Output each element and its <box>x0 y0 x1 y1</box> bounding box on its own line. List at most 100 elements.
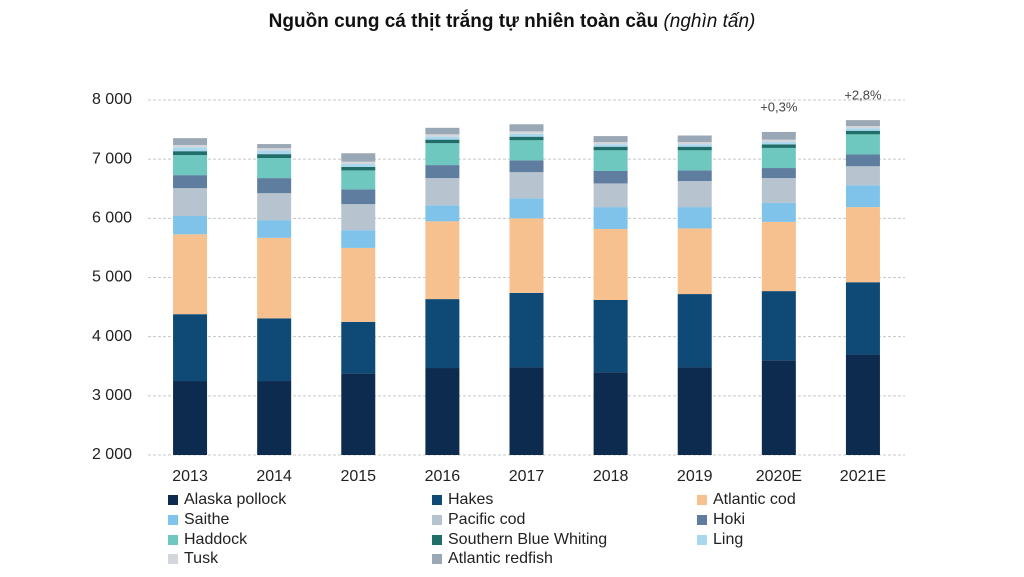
legend-swatch <box>432 495 442 505</box>
bar-segment <box>761 360 796 455</box>
bar-segment <box>257 381 292 455</box>
legend-label: Hakes <box>448 491 493 508</box>
bar-segment <box>341 189 376 205</box>
bar-segment <box>677 367 712 455</box>
bar-segment <box>425 139 460 144</box>
bar-segment <box>761 142 796 145</box>
bar-segment <box>173 381 208 455</box>
y-tick-label: 5 000 <box>92 269 132 286</box>
bar-segment <box>257 157 292 179</box>
bar-segment <box>341 247 376 322</box>
bar-segment <box>425 143 460 166</box>
bar-segment <box>173 147 208 152</box>
bar-segment <box>257 178 292 194</box>
x-tick-label: 2019 <box>677 468 713 485</box>
bar-segment <box>173 314 208 382</box>
bar-segment <box>341 166 376 171</box>
bar-segment <box>761 131 796 140</box>
bar-segment <box>677 181 712 208</box>
bar-segment <box>257 148 292 151</box>
legend-swatch <box>697 515 707 525</box>
bar-segment <box>341 373 376 455</box>
x-tick-label: 2016 <box>425 468 461 485</box>
bar-segment <box>509 133 544 137</box>
bar-segment <box>845 126 880 129</box>
x-tick-label: 2017 <box>509 468 545 485</box>
bar-segment <box>509 131 544 134</box>
legend-swatch <box>432 515 442 525</box>
bar-segment <box>425 178 460 206</box>
legend-swatch <box>432 535 442 545</box>
bar-segment <box>593 372 628 455</box>
bar-segment <box>257 150 292 155</box>
bar-segment <box>761 202 796 222</box>
legend-label: Haddock <box>184 531 248 548</box>
bar-segment <box>677 146 712 151</box>
x-tick-label: 2020E <box>756 468 802 485</box>
bar-segment <box>677 150 712 171</box>
bar-segment <box>509 160 544 173</box>
y-tick-label: 8 000 <box>92 91 132 108</box>
bar-segment <box>509 140 544 161</box>
bar-segment <box>257 144 292 149</box>
bar-segment <box>677 170 712 182</box>
x-tick-label: 2013 <box>172 468 208 485</box>
bar-segment <box>341 230 376 248</box>
legend-label: Hoki <box>713 511 745 528</box>
bar-segment <box>257 193 292 221</box>
y-tick-label: 3 000 <box>92 387 132 404</box>
bar-segment <box>845 120 880 127</box>
bar-segment <box>509 292 544 368</box>
bar-segment <box>845 128 880 131</box>
legend-swatch <box>168 515 178 525</box>
annotation: +2,8% <box>844 88 882 103</box>
bar-segment <box>677 142 712 145</box>
bar-segment <box>425 299 460 369</box>
bar-segment <box>257 318 292 382</box>
bar-segment <box>509 124 544 132</box>
y-tick-label: 2 000 <box>92 446 132 463</box>
bar-segment <box>173 138 208 145</box>
bar-segment <box>593 299 628 373</box>
bar-segment <box>257 154 292 158</box>
legend-swatch <box>168 554 178 564</box>
bar-segment <box>845 354 880 455</box>
bar-segment <box>173 144 208 148</box>
chart-title: Nguồn cung cá thịt trắng tự nhiên toàn c… <box>269 10 756 32</box>
legend-swatch <box>168 495 178 505</box>
bar-segment <box>173 155 208 176</box>
bar-segment <box>593 207 628 229</box>
bar-segment <box>845 207 880 283</box>
legend-label: Ling <box>713 531 743 548</box>
bar-segment <box>341 163 376 167</box>
legend-swatch <box>697 495 707 505</box>
bar-segment <box>761 139 796 143</box>
bar-segment <box>257 237 292 319</box>
bar-segment <box>257 220 292 238</box>
bar-segment <box>425 136 460 140</box>
bar-segment <box>845 185 880 208</box>
bar-segment <box>341 204 376 231</box>
bar-segment <box>425 134 460 137</box>
bar-segment <box>425 221 460 300</box>
bar-segment <box>341 153 376 162</box>
legend-label: Southern Blue Whiting <box>448 531 607 548</box>
bar-segment <box>341 321 376 374</box>
bar-segment <box>677 207 712 229</box>
bar-segment <box>509 218 544 293</box>
bar-segment <box>845 130 880 135</box>
bar-segment <box>677 228 712 295</box>
bar-segment <box>425 165 460 179</box>
legend-label: Alaska pollock <box>184 491 287 508</box>
bar-segment <box>761 178 796 203</box>
legend-swatch <box>697 535 707 545</box>
x-tick-label: 2021E <box>840 468 886 485</box>
y-tick-label: 6 000 <box>92 210 132 227</box>
y-tick-label: 4 000 <box>92 328 132 345</box>
bar-segment <box>509 172 544 199</box>
bar-segment <box>845 134 880 155</box>
legend-label: Tusk <box>184 550 219 567</box>
x-tick-label: 2014 <box>256 468 292 485</box>
bar-segment <box>761 291 796 361</box>
bar-segment <box>761 144 796 148</box>
